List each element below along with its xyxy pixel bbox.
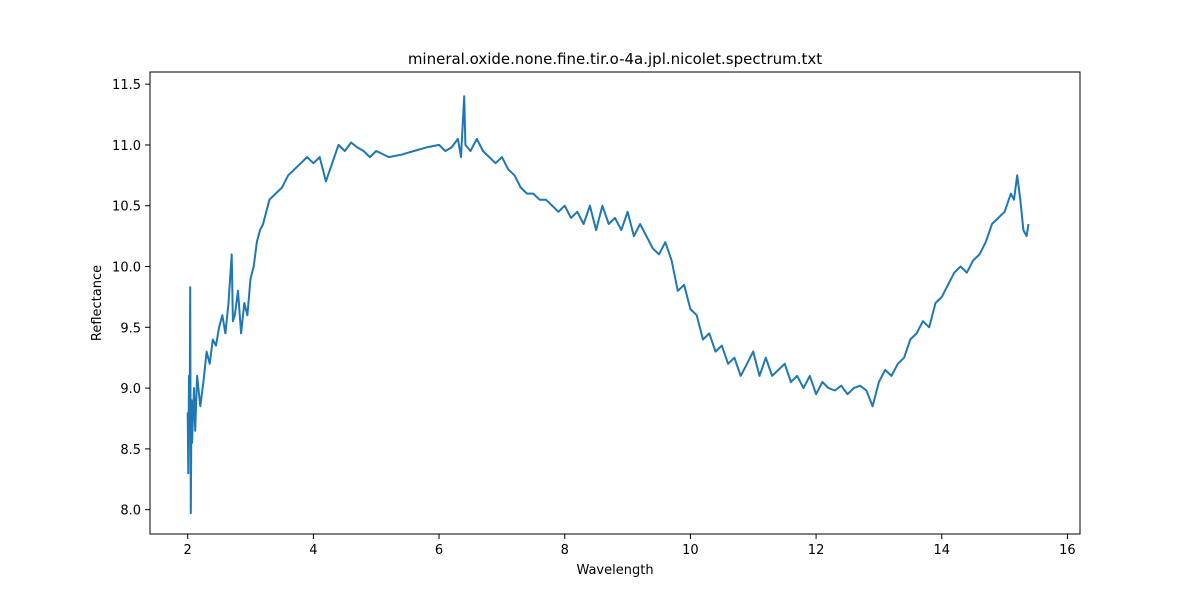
y-tick-label: 8.5 — [120, 443, 141, 458]
y-axis: 8.0 8.5 9.0 9.5 10.0 10.5 11.0 11.5 — [112, 78, 150, 519]
x-axis: 2 4 6 8 10 12 14 16 — [184, 534, 1076, 558]
x-tick-label: 14 — [933, 543, 950, 558]
chart-title: mineral.oxide.none.fine.tir.o-4a.jpl.nic… — [408, 50, 822, 68]
x-axis-label: Wavelength — [576, 563, 653, 578]
x-tick-label: 6 — [435, 543, 443, 558]
x-tick-label: 8 — [561, 543, 569, 558]
y-tick-label: 10.0 — [112, 261, 141, 276]
y-axis-label: Reflectance — [90, 265, 105, 341]
y-tick-label: 11.5 — [112, 78, 141, 93]
series-line — [186, 95, 1030, 515]
x-tick-label: 10 — [682, 543, 699, 558]
x-tick-label: 16 — [1059, 543, 1076, 558]
plot-area — [149, 71, 1081, 535]
y-tick-label: 9.5 — [120, 321, 141, 336]
x-tick-label: 4 — [309, 543, 317, 558]
x-tick-label: 12 — [808, 543, 825, 558]
y-tick-label: 11.0 — [112, 139, 141, 154]
y-tick-label: 8.0 — [120, 504, 141, 519]
y-tick-label: 9.0 — [120, 382, 141, 397]
axes-frame — [149, 71, 1081, 535]
x-tick-label: 2 — [184, 543, 192, 558]
y-tick-label: 10.5 — [112, 200, 141, 215]
